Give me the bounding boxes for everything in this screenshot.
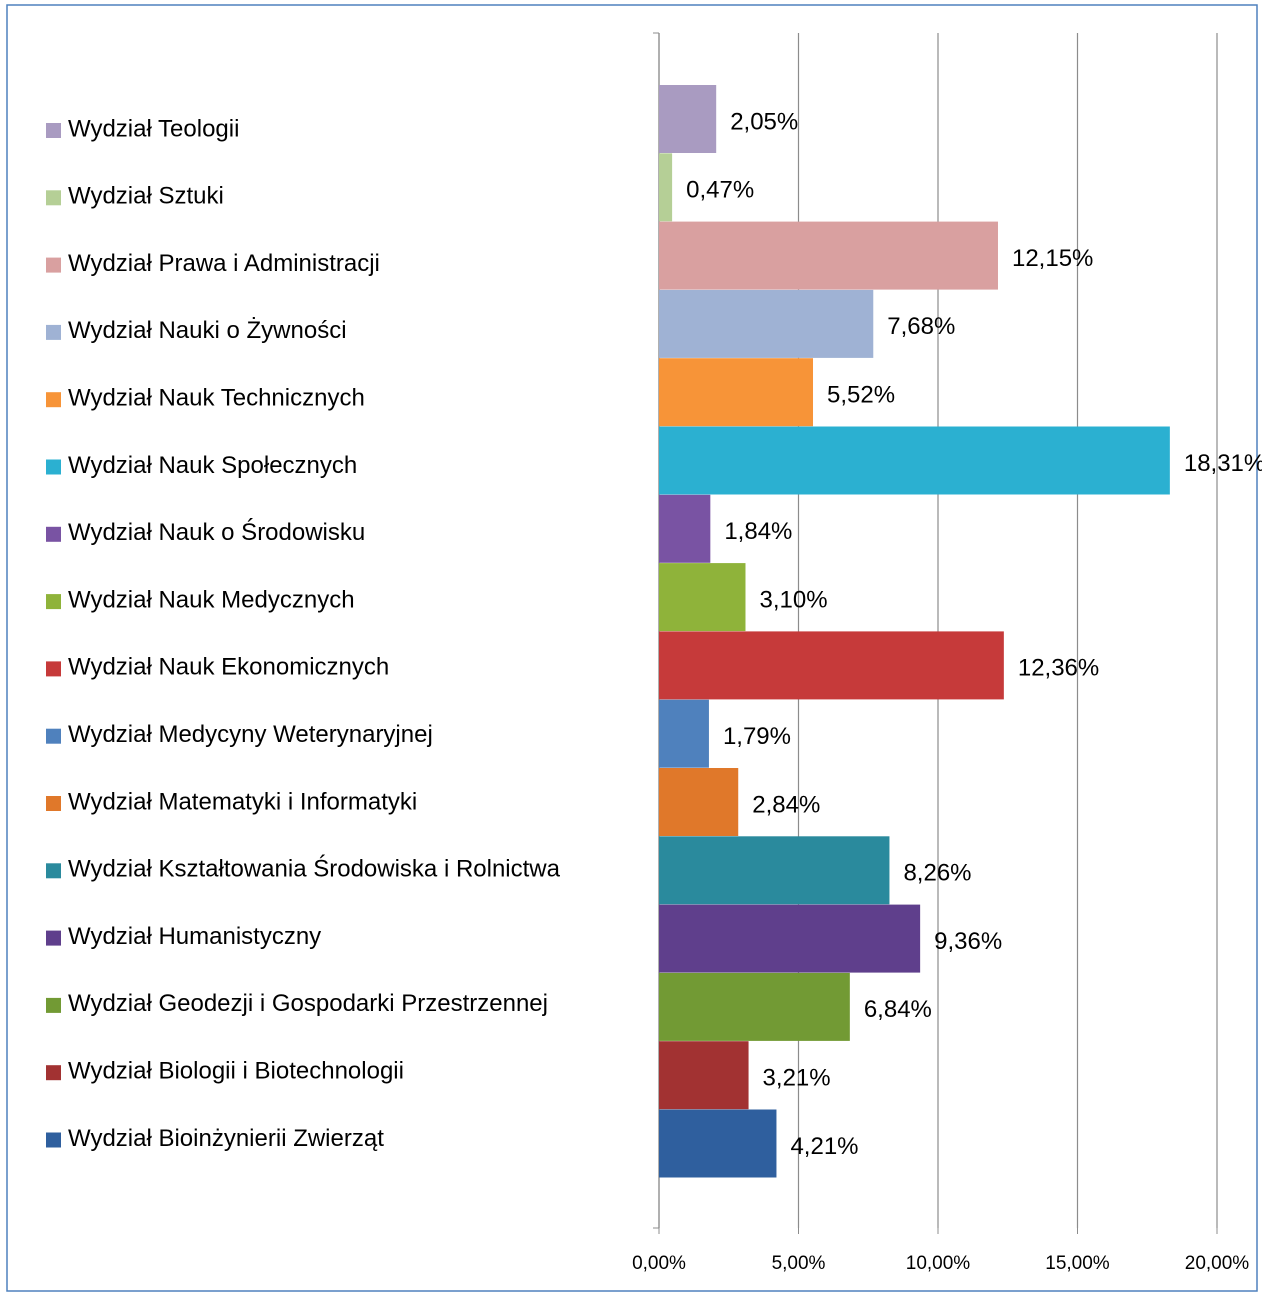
data-label: 5,52% xyxy=(827,382,895,409)
legend-swatch xyxy=(46,1065,61,1081)
legend-label: Wydział Nauki o Żywności xyxy=(68,317,347,344)
legend-label: Wydział Nauk o Środowisku xyxy=(68,518,365,546)
legend-swatch xyxy=(46,190,61,206)
legend-label: Wydział Biologii i Biotechnologii xyxy=(68,1058,404,1085)
data-label: 7,68% xyxy=(887,313,955,340)
legend-swatch xyxy=(46,1132,61,1148)
legend-label: Wydział Humanistyczny xyxy=(68,923,321,950)
legend-swatch xyxy=(46,257,61,273)
legend-label: Wydział Bioinżynierii Zwierząt xyxy=(68,1125,384,1152)
data-label: 8,26% xyxy=(903,860,971,887)
legend-label: Wydział Nauk Technicznych xyxy=(68,385,365,412)
bar xyxy=(659,358,814,427)
legend-swatch xyxy=(46,459,61,475)
bar xyxy=(659,563,746,632)
bar xyxy=(659,289,874,358)
x-tick-label: 15,00% xyxy=(1045,1253,1110,1274)
data-label: 3,10% xyxy=(759,586,827,613)
legend-label: Wydział Medycyny Weterynaryjnej xyxy=(68,721,433,748)
data-label: 3,21% xyxy=(763,1065,831,1092)
bar xyxy=(659,494,711,563)
legend-swatch xyxy=(46,997,61,1013)
data-label: 9,36% xyxy=(934,928,1002,955)
legend-swatch xyxy=(46,930,61,946)
data-label: 2,84% xyxy=(752,791,820,818)
legend-swatch xyxy=(46,123,61,138)
legend-label: Wydział Nauk Społecznych xyxy=(68,452,357,479)
legend-swatch xyxy=(46,863,61,879)
legend-label: Wydział Prawa i Administracji xyxy=(68,250,380,277)
legend-swatch xyxy=(46,661,61,677)
data-label: 12,15% xyxy=(1012,245,1093,272)
bar xyxy=(659,1109,777,1178)
chart-frame xyxy=(6,4,1258,1292)
legend-label: Wydział Kształtowania Środowiska i Rolni… xyxy=(68,855,561,883)
bar xyxy=(659,221,998,290)
bar xyxy=(659,768,739,836)
bar xyxy=(659,1041,749,1110)
legend-swatch xyxy=(46,324,61,340)
bar xyxy=(659,85,717,153)
legend-label: Wydział Sztuki xyxy=(68,183,224,210)
data-label: 12,36% xyxy=(1018,655,1099,682)
x-tick-label: 5,00% xyxy=(772,1253,826,1274)
data-label: 2,05% xyxy=(730,108,798,135)
data-label: 0,47% xyxy=(686,177,754,204)
bar xyxy=(659,631,1004,700)
bar xyxy=(659,153,673,222)
data-label: 4,21% xyxy=(790,1133,858,1160)
legend-label: Wydział Nauk Medycznych xyxy=(68,586,355,613)
bar xyxy=(659,426,1170,495)
bar xyxy=(659,836,890,905)
legend-swatch xyxy=(46,728,61,744)
x-tick-label: 10,00% xyxy=(906,1253,971,1274)
data-label: 1,79% xyxy=(723,723,791,750)
legend-swatch xyxy=(46,392,61,408)
legend-label: Wydział Nauk Ekonomicznych xyxy=(68,654,389,681)
data-label: 18,31% xyxy=(1184,450,1262,477)
x-tick-label: 20,00% xyxy=(1185,1253,1250,1274)
x-tick-label: 0,00% xyxy=(632,1253,686,1274)
bar xyxy=(659,699,709,768)
legend-swatch xyxy=(46,526,61,542)
legend-swatch xyxy=(46,796,61,811)
legend-label: Wydział Geodezji i Gospodarki Przestrzen… xyxy=(68,990,548,1017)
legend-swatch xyxy=(46,594,61,610)
bar xyxy=(659,972,850,1041)
bar xyxy=(659,904,921,973)
legend-label: Wydział Matematyki i Informatyki xyxy=(68,788,417,815)
data-label: 1,84% xyxy=(724,518,792,545)
legend-label: Wydział Teologii xyxy=(68,115,239,142)
data-label: 6,84% xyxy=(864,996,932,1023)
